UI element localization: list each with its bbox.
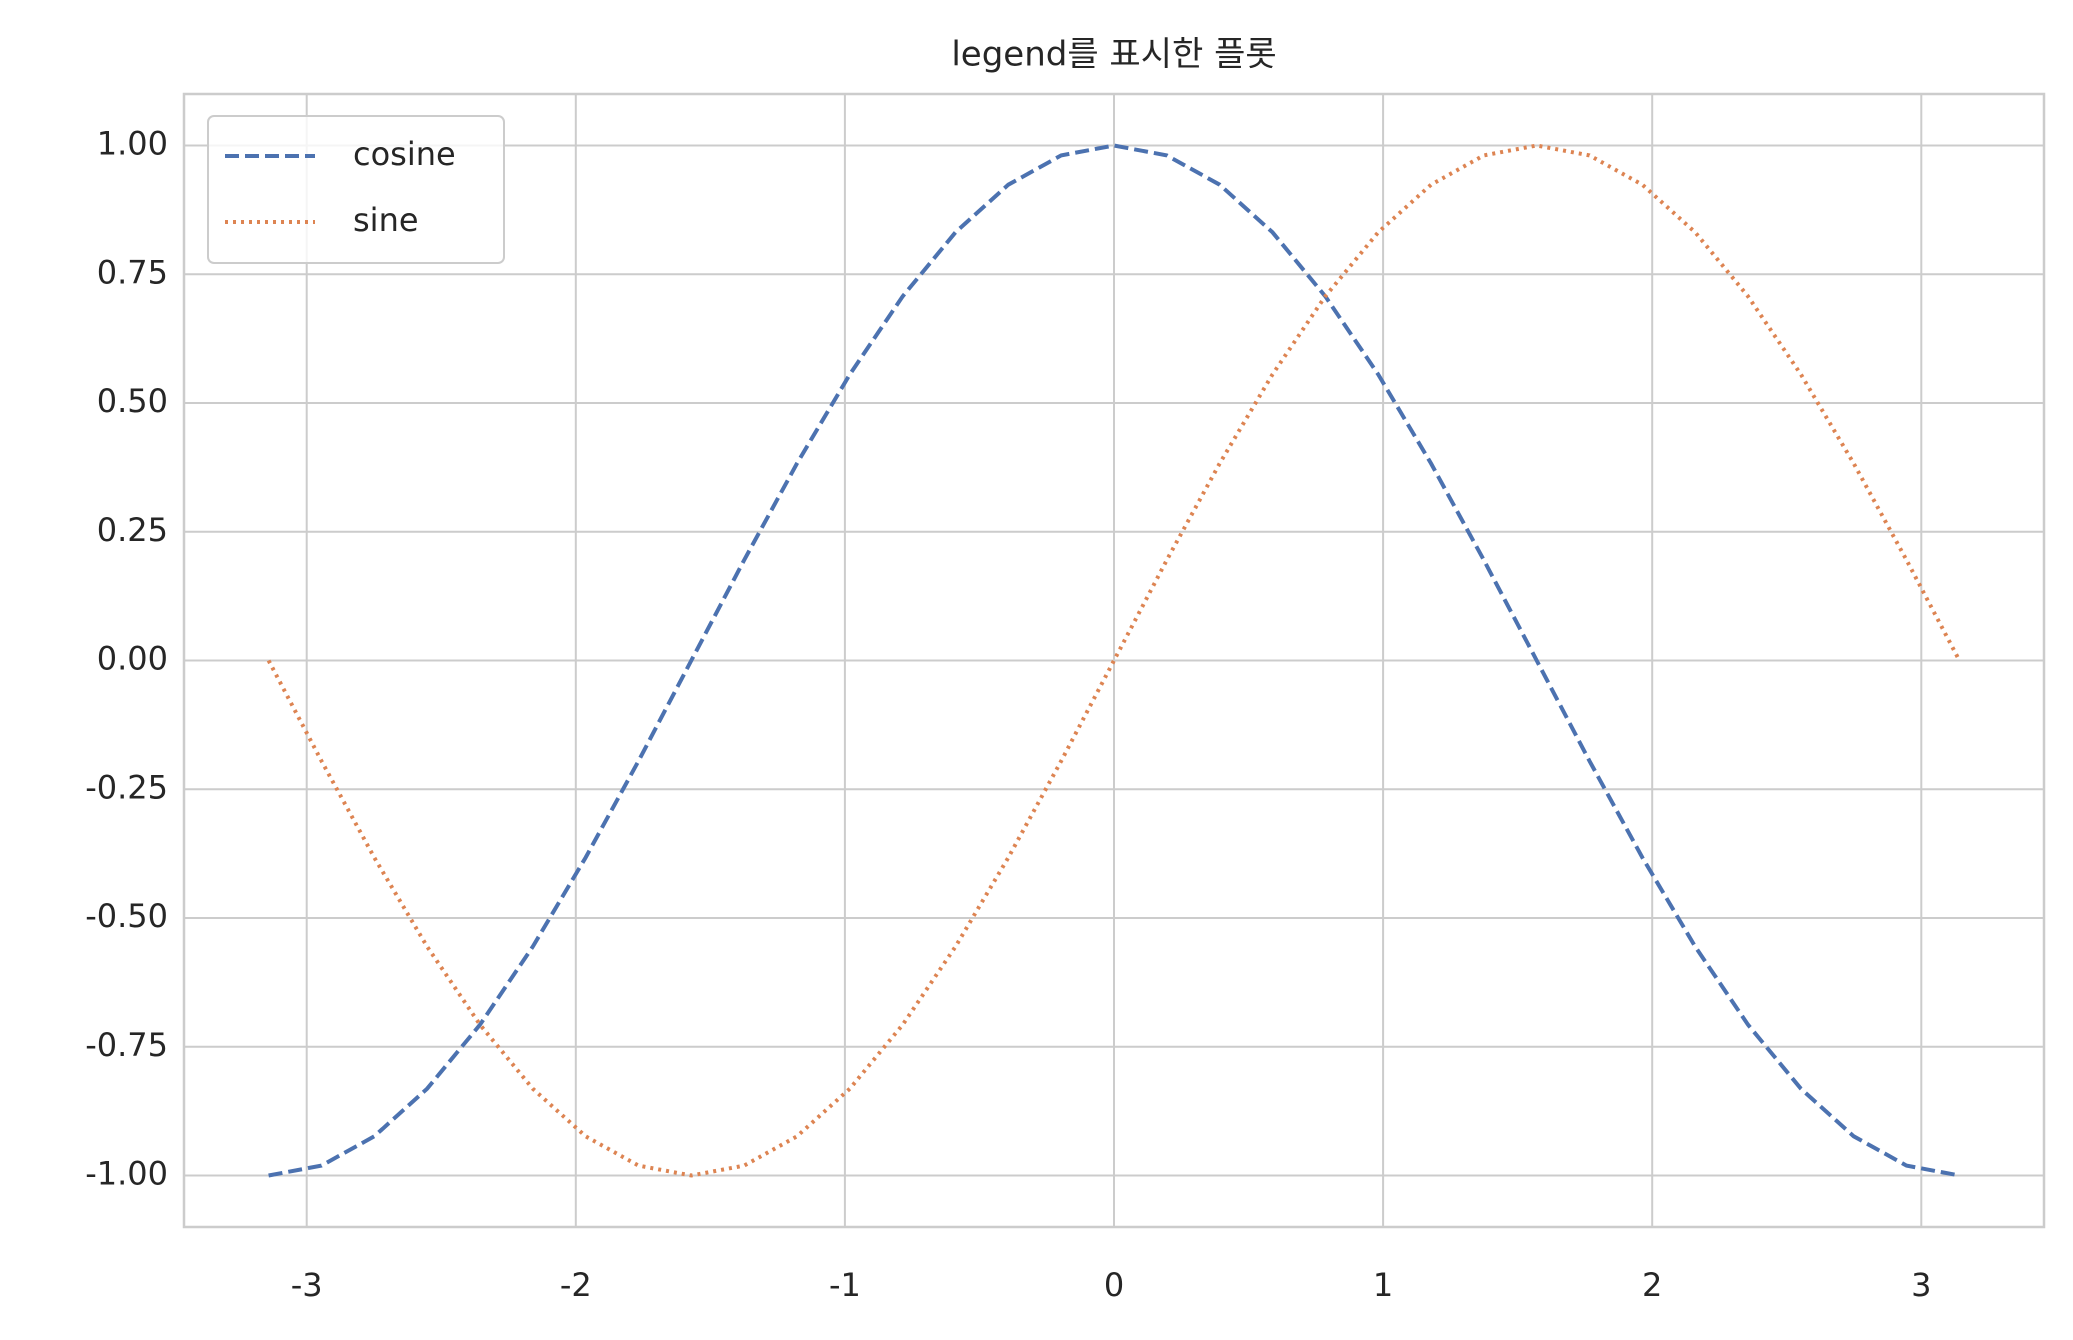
y-tick-label: -1.00 [85, 1155, 168, 1193]
y-tick-label: 0.75 [97, 253, 168, 291]
legend-label: sine [353, 201, 419, 239]
y-tick-label: -0.75 [85, 1026, 168, 1064]
chart-title: legend를 표시한 플롯 [951, 35, 1276, 75]
x-tick-label: 2 [1642, 1266, 1662, 1304]
y-tick-label: -0.50 [85, 897, 168, 935]
x-tick-label: 3 [1911, 1266, 1931, 1304]
y-tick-label: 1.00 [97, 125, 168, 163]
legend-box [207, 115, 505, 264]
x-tick-label: -1 [829, 1266, 861, 1304]
line-series [268, 143, 1960, 1178]
x-tick-label: 0 [1104, 1266, 1124, 1304]
y-tick-label: 0.00 [97, 640, 168, 678]
x-tick-label: -2 [560, 1266, 592, 1304]
line-series [266, 143, 1962, 1178]
y-tick-label: 0.50 [97, 382, 168, 420]
y-tick-label: 0.25 [97, 511, 168, 549]
y-tick-label: -0.25 [85, 768, 168, 806]
legend-label: cosine [353, 135, 456, 173]
x-tick-label: 1 [1373, 1266, 1393, 1304]
x-tick-label: -3 [291, 1266, 323, 1304]
legend: cosine sine [207, 115, 505, 264]
plot-frame [182, 92, 2046, 1229]
